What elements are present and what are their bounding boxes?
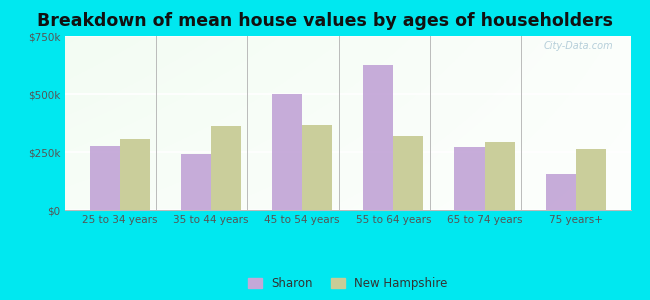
Bar — [393, 136, 423, 210]
Text: Breakdown of mean house values by ages of householders: Breakdown of mean house values by ages o… — [37, 12, 613, 30]
Bar — [211, 127, 241, 210]
Legend: Sharon, New Hampshire: Sharon, New Hampshire — [243, 272, 452, 295]
Bar — [181, 154, 211, 210]
Bar — [272, 94, 302, 210]
Bar — [454, 147, 484, 210]
Bar — [484, 142, 515, 210]
Bar — [302, 125, 332, 210]
Bar — [576, 148, 606, 210]
Text: City-Data.com: City-Data.com — [544, 41, 614, 51]
Bar — [363, 65, 393, 210]
Bar — [546, 174, 576, 210]
Bar — [120, 139, 150, 210]
Bar — [90, 146, 120, 210]
